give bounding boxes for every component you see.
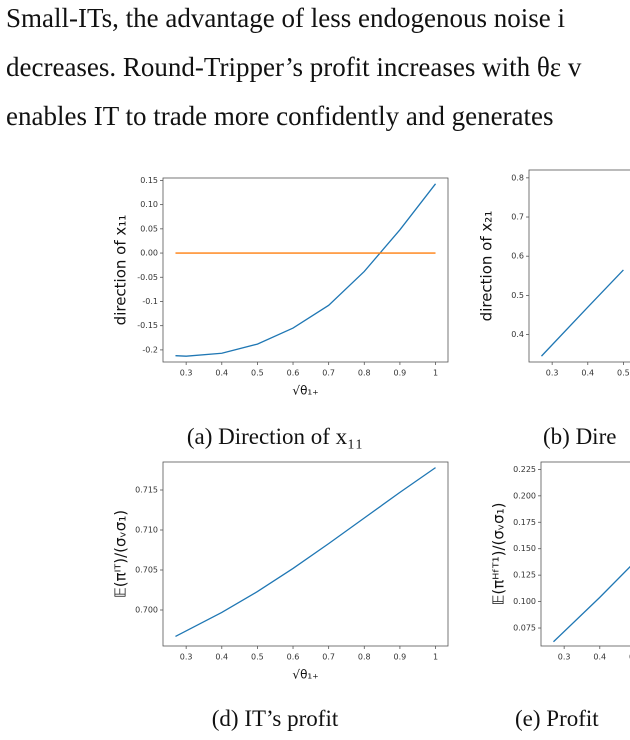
x-axis-label: √θ₁₊ bbox=[292, 668, 318, 682]
x-tick-label: 0.6 bbox=[287, 369, 300, 378]
figure-caption: (d) IT’s profit bbox=[212, 706, 339, 731]
y-tick-label: 0.05 bbox=[140, 224, 158, 233]
y-tick-label: 0.10 bbox=[140, 200, 158, 209]
x-tick-label: 0.5 bbox=[617, 369, 630, 378]
x-tick-label: 0.5 bbox=[251, 369, 264, 378]
y-tick-label: 0.7 bbox=[511, 213, 524, 222]
y-tick-label: -0.2 bbox=[142, 345, 158, 354]
y-tick-label: 0.200 bbox=[513, 491, 536, 500]
axes-frame bbox=[162, 177, 449, 363]
x-tick-label: 0.5 bbox=[251, 653, 264, 662]
y-axis-label: 𝔼(πᴵᵀ)/(σᵥσ₁) bbox=[112, 510, 130, 598]
figure-caption: (b) Dire bbox=[543, 424, 616, 449]
y-axis-label: 𝔼(πᴴᶠᵀ¹)/(σᵥσ₁) bbox=[490, 502, 508, 605]
x-tick-label: 0.9 bbox=[394, 369, 407, 378]
y-axis-label: direction of x₂₁ bbox=[478, 211, 496, 322]
y-tick-label: 0.705 bbox=[135, 566, 158, 575]
y-tick-label: 0.8 bbox=[511, 173, 524, 182]
figure-caption: (e) Profit bbox=[515, 706, 599, 731]
axes-frame bbox=[540, 461, 630, 647]
x-tick-label: 0.3 bbox=[558, 653, 571, 662]
y-tick-label: 0.100 bbox=[513, 597, 536, 606]
x-tick-label: 0.3 bbox=[180, 369, 193, 378]
x-tick-label: 0.4 bbox=[215, 653, 228, 662]
figure-caption: (a) Direction of x₁₁ bbox=[187, 424, 363, 449]
y-tick-label: -0.05 bbox=[137, 273, 158, 282]
y-tick-label: 0.075 bbox=[513, 624, 536, 633]
x-tick-label: 0.4 bbox=[593, 653, 606, 662]
x-tick-label: 0.8 bbox=[358, 369, 371, 378]
x-tick-label: 0.4 bbox=[581, 369, 594, 378]
x-tick-label: 0.6 bbox=[287, 653, 300, 662]
y-tick-label: 0.6 bbox=[511, 252, 524, 261]
data-line bbox=[175, 467, 436, 637]
x-tick-label: 1 bbox=[433, 653, 438, 662]
x-tick-label: 0.4 bbox=[215, 369, 228, 378]
x-tick-label: 0.7 bbox=[322, 653, 335, 662]
y-tick-label: 0.15 bbox=[140, 176, 158, 185]
x-tick-label: 0.3 bbox=[180, 653, 193, 662]
x-tick-label: 0.7 bbox=[322, 369, 335, 378]
y-tick-label: 0.700 bbox=[135, 606, 158, 615]
y-tick-label: -0.15 bbox=[137, 321, 158, 330]
axes-frame bbox=[162, 461, 449, 647]
x-tick-label: 0.8 bbox=[358, 653, 371, 662]
paragraph-line: enables IT to trade more confidently and… bbox=[6, 101, 554, 131]
y-tick-label: 0.225 bbox=[513, 465, 536, 474]
x-tick-label: 0.9 bbox=[394, 653, 407, 662]
data-line bbox=[175, 183, 437, 357]
x-tick-label: 0.3 bbox=[546, 369, 559, 378]
y-tick-label: 0.00 bbox=[140, 249, 158, 258]
y-tick-label: 0.5 bbox=[511, 291, 524, 300]
y-tick-label: 0.715 bbox=[135, 486, 158, 495]
data-line bbox=[540, 269, 624, 357]
x-tick-label: 1 bbox=[433, 369, 438, 378]
data-line bbox=[553, 565, 630, 643]
y-tick-label: 0.125 bbox=[513, 571, 536, 580]
y-tick-label: 0.150 bbox=[513, 544, 536, 553]
paragraph-line: Small-ITs, the advantage of less endogen… bbox=[6, 3, 565, 33]
y-tick-label: 0.710 bbox=[135, 526, 158, 535]
y-tick-label: -0.1 bbox=[142, 297, 158, 306]
y-tick-label: 0.175 bbox=[513, 518, 536, 527]
paragraph-line: decreases. Round-Tripper’s profit increa… bbox=[6, 52, 582, 82]
axes-frame bbox=[528, 169, 630, 363]
y-axis-label: direction of x₁₁ bbox=[112, 215, 130, 326]
x-axis-label: √θ₁₊ bbox=[292, 384, 318, 398]
y-tick-label: 0.4 bbox=[511, 330, 524, 339]
